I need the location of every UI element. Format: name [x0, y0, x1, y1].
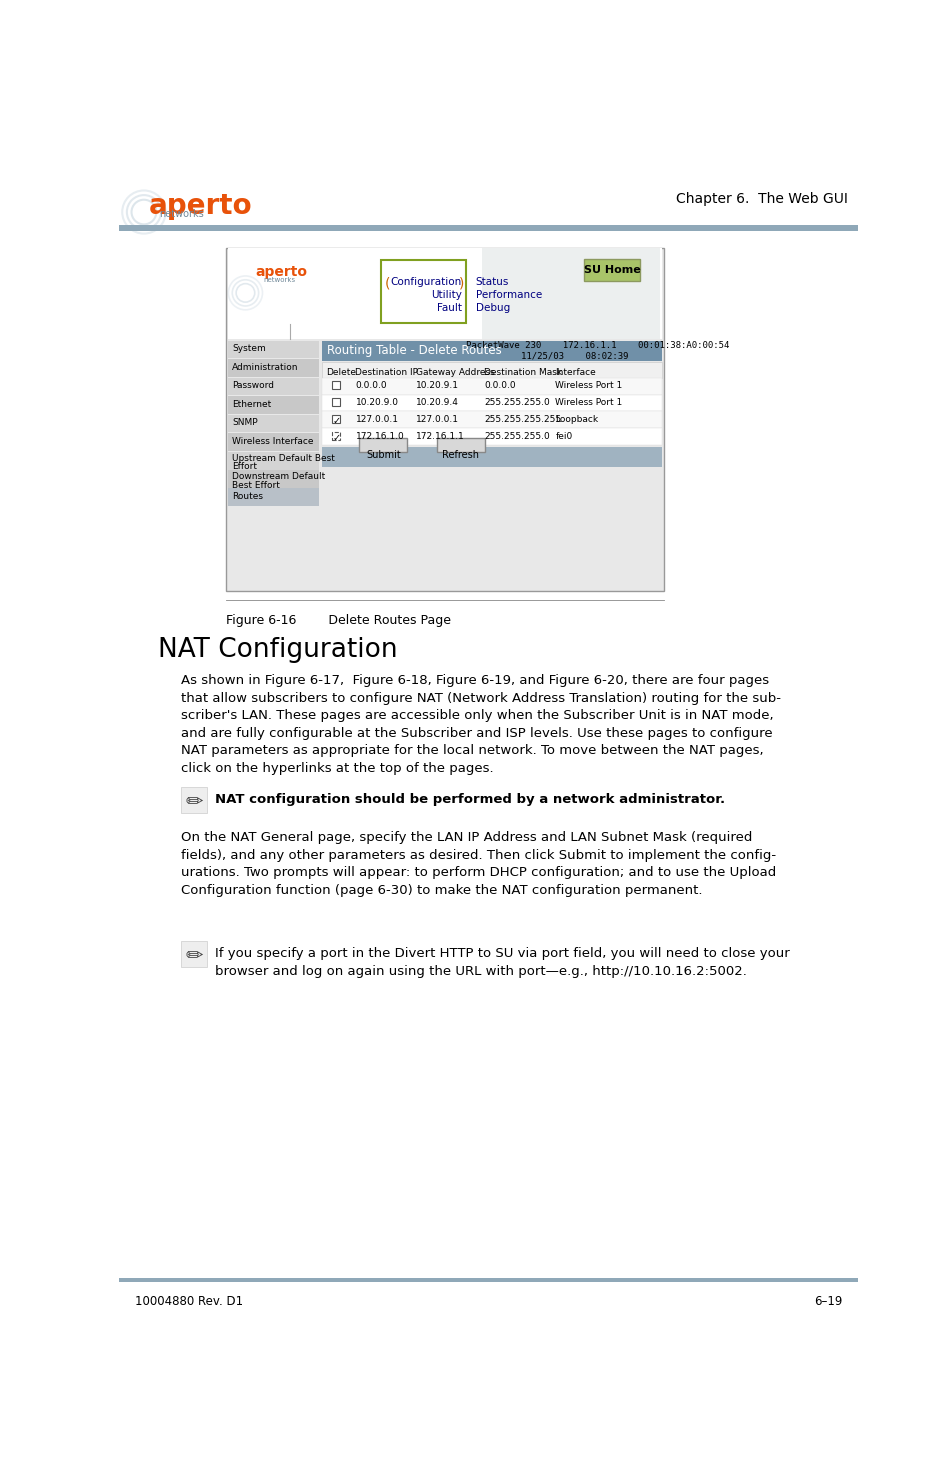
Text: ✏: ✏ — [186, 791, 203, 811]
Bar — [322, 378, 661, 394]
Bar — [332, 398, 340, 406]
Text: 255.255.255.0: 255.255.255.0 — [484, 432, 549, 441]
Text: Fault: Fault — [436, 303, 461, 312]
Bar — [228, 451, 319, 486]
Text: 10.20.9.4: 10.20.9.4 — [415, 398, 458, 407]
Bar — [181, 788, 208, 814]
Text: Wireless Interface: Wireless Interface — [232, 436, 313, 446]
Text: NAT configuration should be performed by a network administrator.: NAT configuration should be performed by… — [215, 794, 724, 807]
Text: aperto: aperto — [255, 266, 307, 279]
Text: 0.0.0.0: 0.0.0.0 — [355, 381, 387, 391]
Text: Status: Status — [475, 277, 508, 287]
Text: As shown in Figure 6-17,  Figure 6-18, Figure 6-19, and Figure 6-20, there are f: As shown in Figure 6-17, Figure 6-18, Fi… — [181, 674, 781, 775]
Bar — [228, 414, 319, 432]
Text: Routing Table - Delete Routes: Routing Table - Delete Routes — [327, 344, 501, 357]
Text: Chapter 6.  The Web GUI: Chapter 6. The Web GUI — [675, 193, 846, 206]
Text: 255.255.255.255: 255.255.255.255 — [484, 416, 561, 425]
Text: Destination Mask: Destination Mask — [484, 368, 562, 376]
Text: Administration: Administration — [232, 363, 299, 372]
Bar — [226, 248, 664, 591]
Text: Password: Password — [232, 381, 274, 391]
Bar — [228, 359, 319, 376]
Text: PacketWave 230    172.16.1.1    00:01:38:A0:00:54: PacketWave 230 172.16.1.1 00:01:38:A0:00… — [466, 340, 729, 350]
Text: (: ( — [385, 277, 390, 290]
Bar — [228, 378, 319, 395]
Bar — [228, 470, 319, 503]
Bar — [436, 438, 485, 451]
Text: Performance: Performance — [475, 290, 542, 299]
Bar — [119, 225, 857, 231]
Text: 10.20.9.1: 10.20.9.1 — [415, 381, 459, 391]
Bar — [322, 411, 661, 429]
Text: 6–19: 6–19 — [813, 1294, 842, 1307]
Bar — [322, 446, 661, 467]
Text: ✓: ✓ — [332, 416, 341, 426]
Bar — [322, 340, 661, 360]
Bar — [482, 248, 660, 338]
Bar — [228, 340, 319, 359]
Text: networks: networks — [159, 209, 204, 219]
Text: 11/25/03    08:02:39: 11/25/03 08:02:39 — [520, 352, 627, 360]
Text: Loopback: Loopback — [555, 416, 598, 425]
Text: networks: networks — [263, 277, 295, 283]
Text: ✏: ✏ — [186, 945, 203, 964]
Text: Debug: Debug — [475, 303, 509, 312]
Text: Downstream Default: Downstream Default — [232, 473, 326, 481]
Bar — [322, 429, 661, 445]
Text: SU Home: SU Home — [583, 266, 640, 276]
Bar — [584, 260, 639, 280]
Text: Configuration: Configuration — [390, 277, 461, 287]
Text: Upstream Default Best: Upstream Default Best — [232, 454, 335, 463]
Text: 172.16.1.1: 172.16.1.1 — [415, 432, 465, 441]
Text: Gateway Address: Gateway Address — [415, 368, 494, 376]
Bar — [228, 248, 662, 338]
Text: Destination IP: Destination IP — [355, 368, 418, 376]
Text: 255.255.255.0: 255.255.255.0 — [484, 398, 549, 407]
Bar — [322, 362, 661, 378]
Text: Interface: Interface — [555, 368, 596, 376]
Text: NAT Configuration: NAT Configuration — [158, 638, 397, 662]
Text: Wireless Port 1: Wireless Port 1 — [555, 381, 622, 391]
Text: If you specify a port in the Divert HTTP to SU via port field, you will need to : If you specify a port in the Divert HTTP… — [215, 947, 789, 978]
Text: On the NAT General page, specify the LAN IP Address and LAN Subnet Mask (require: On the NAT General page, specify the LAN… — [181, 832, 776, 897]
Text: Submit: Submit — [366, 449, 401, 460]
Text: 0.0.0.0: 0.0.0.0 — [484, 381, 515, 391]
Bar — [322, 394, 661, 411]
Text: System: System — [232, 344, 266, 353]
Bar — [332, 416, 340, 423]
Text: 10004880 Rev. D1: 10004880 Rev. D1 — [134, 1294, 243, 1307]
Bar — [332, 432, 340, 441]
Text: Delete: Delete — [326, 368, 356, 376]
Text: Best Effort: Best Effort — [232, 481, 280, 490]
Text: Ethernet: Ethernet — [232, 400, 271, 409]
Text: fei0: fei0 — [555, 432, 572, 441]
Text: Effort: Effort — [232, 463, 257, 471]
Text: ): ) — [459, 277, 465, 290]
Bar — [332, 381, 340, 390]
Text: aperto: aperto — [149, 193, 252, 220]
Bar — [228, 433, 319, 451]
Text: Utility: Utility — [430, 290, 461, 299]
Text: 127.0.0.1: 127.0.0.1 — [415, 416, 459, 425]
Text: 172.16.1.0: 172.16.1.0 — [355, 432, 404, 441]
Bar — [119, 1278, 857, 1282]
Bar — [181, 941, 208, 967]
Text: Routes: Routes — [232, 492, 263, 502]
Text: Figure 6-16        Delete Routes Page: Figure 6-16 Delete Routes Page — [226, 614, 450, 627]
Text: SNMP: SNMP — [232, 419, 258, 427]
Bar — [228, 395, 319, 414]
Bar — [381, 260, 466, 322]
Text: ✓: ✓ — [332, 433, 341, 444]
Text: Refresh: Refresh — [442, 449, 479, 460]
Text: Wireless Port 1: Wireless Port 1 — [555, 398, 622, 407]
Bar — [228, 489, 319, 506]
Bar — [359, 438, 407, 451]
Text: 127.0.0.1: 127.0.0.1 — [355, 416, 398, 425]
Text: 10.20.9.0: 10.20.9.0 — [355, 398, 398, 407]
